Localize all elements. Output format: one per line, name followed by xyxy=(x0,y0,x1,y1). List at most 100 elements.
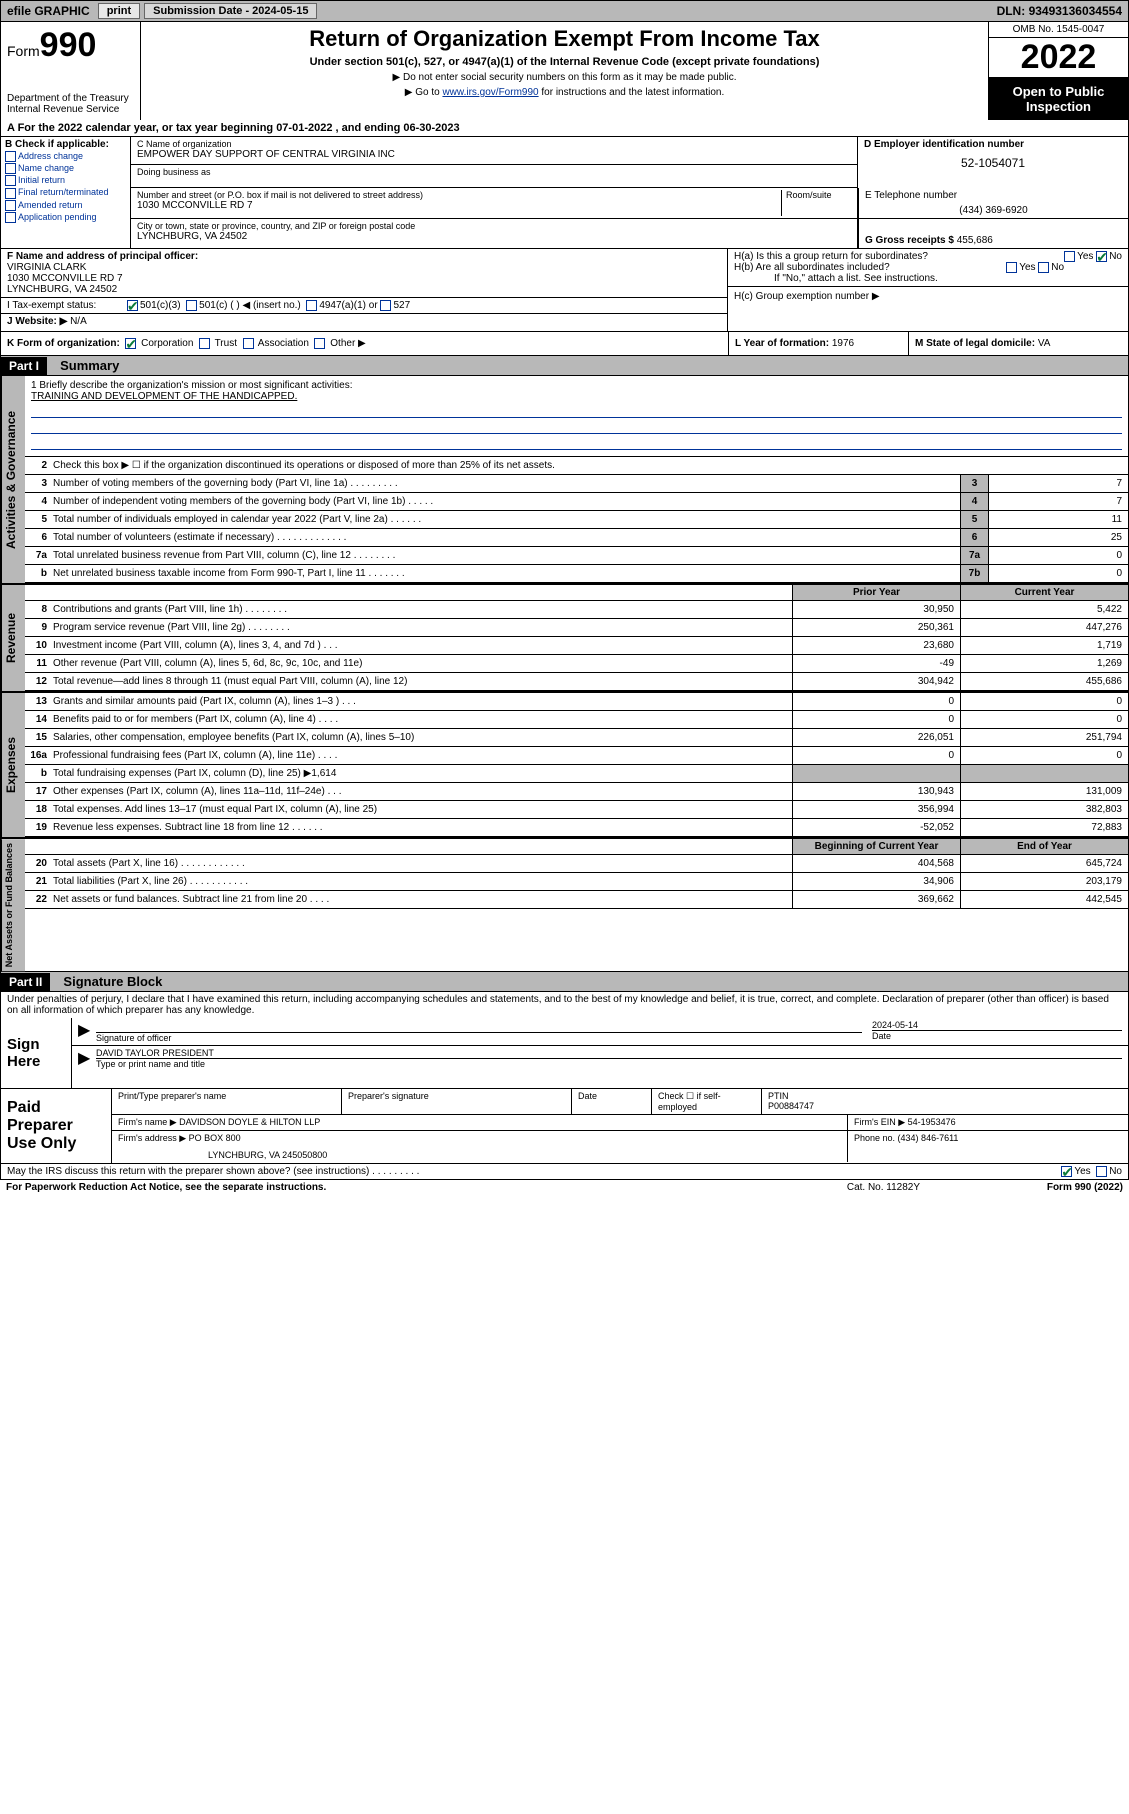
ln-num: 14 xyxy=(25,714,53,725)
line-15: 15Salaries, other compensation, employee… xyxy=(25,729,1128,747)
box-e: E Telephone number (434) 369-6920 xyxy=(858,188,1128,218)
ln-text: Check this box ▶ ☐ if the organization d… xyxy=(53,458,1128,473)
ln-num: 16a xyxy=(25,750,53,761)
firm-ein: Firm's EIN ▶ 54-1953476 xyxy=(848,1115,1128,1130)
chk-initial-return[interactable]: Initial return xyxy=(5,175,126,186)
line-14: 14Benefits paid to or for members (Part … xyxy=(25,711,1128,729)
chk-application-pending[interactable]: Application pending xyxy=(5,212,126,223)
line-2: 2Check this box ▶ ☐ if the organization … xyxy=(25,457,1128,475)
ln-val: 0 xyxy=(988,565,1128,582)
uline xyxy=(31,436,1122,450)
prior-val xyxy=(792,765,960,782)
line-17: 17Other expenses (Part IX, column (A), l… xyxy=(25,783,1128,801)
ln-num: 13 xyxy=(25,696,53,707)
chk-final-return[interactable]: Final return/terminated xyxy=(5,187,126,198)
chk-assoc[interactable] xyxy=(243,338,254,349)
section-netassets: Net Assets or Fund Balances Beginning of… xyxy=(0,839,1129,972)
ln-text: Contributions and grants (Part VIII, lin… xyxy=(53,602,792,617)
ln-text: Salaries, other compensation, employee b… xyxy=(53,730,792,745)
hdr-beginning: Beginning of Current Year xyxy=(792,839,960,854)
ha-yes[interactable] xyxy=(1064,251,1075,262)
box-d: D Employer identification number 52-1054… xyxy=(858,137,1128,188)
discuss-yes[interactable] xyxy=(1061,1166,1072,1177)
ln-num: 6 xyxy=(25,532,53,543)
current-val: 0 xyxy=(960,747,1128,764)
ln-num: 21 xyxy=(25,876,53,887)
self-employed-label: Check ☐ if self-employed xyxy=(652,1089,762,1114)
section-revenue: Revenue Prior Year Current Year 8Contrib… xyxy=(0,585,1129,693)
penalties-text: Under penalties of perjury, I declare th… xyxy=(0,992,1129,1018)
current-val: 5,422 xyxy=(960,601,1128,618)
street-block: Number and street (or P.O. box if mail i… xyxy=(137,190,781,216)
firm-name: Firm's name ▶ DAVIDSON DOYLE & HILTON LL… xyxy=(112,1115,848,1130)
irs-link[interactable]: www.irs.gov/Form990 xyxy=(442,87,538,98)
ln-text: Revenue less expenses. Subtract line 18 … xyxy=(53,820,792,835)
hb-yes[interactable] xyxy=(1006,262,1017,273)
ln-num: b xyxy=(25,568,53,579)
ln-box: 4 xyxy=(960,493,988,510)
prior-val: 30,950 xyxy=(792,601,960,618)
ln-text: Total assets (Part X, line 16) . . . . .… xyxy=(53,856,792,871)
ptin-block: PTIN P00884747 xyxy=(762,1089,1128,1114)
discuss-no[interactable] xyxy=(1096,1166,1107,1177)
ein-value: 52-1054071 xyxy=(864,156,1122,170)
ln-text: Program service revenue (Part VIII, line… xyxy=(53,620,792,635)
paid-row2: Firm's name ▶ DAVIDSON DOYLE & HILTON LL… xyxy=(112,1115,1128,1131)
header-right: OMB No. 1545-0047 2022 Open to Public In… xyxy=(988,22,1128,120)
chk-amended[interactable]: Amended return xyxy=(5,200,126,211)
current-val: 382,803 xyxy=(960,801,1128,818)
ln-num: b xyxy=(25,768,53,779)
sig-name: DAVID TAYLOR PRESIDENT xyxy=(96,1048,1122,1058)
box-m: M State of legal domicile: VA xyxy=(908,332,1128,355)
header-left: Form990 Department of the Treasury Inter… xyxy=(1,22,141,120)
gross-value: 455,686 xyxy=(957,235,993,246)
ln-text: Total unrelated business revenue from Pa… xyxy=(53,548,960,563)
form-header: Form990 Department of the Treasury Inter… xyxy=(0,22,1129,120)
paperwork-notice: For Paperwork Reduction Act Notice, see … xyxy=(6,1182,847,1193)
ha-no[interactable] xyxy=(1096,251,1107,262)
line-8: 8Contributions and grants (Part VIII, li… xyxy=(25,601,1128,619)
box-f: F Name and address of principal officer:… xyxy=(1,249,728,331)
ln-text: Professional fundraising fees (Part IX, … xyxy=(53,748,792,763)
ln-num: 12 xyxy=(25,676,53,687)
current-val: 131,009 xyxy=(960,783,1128,800)
chk-501c3[interactable] xyxy=(127,300,138,311)
prior-val: 23,680 xyxy=(792,637,960,654)
print-button[interactable]: print xyxy=(98,3,140,19)
row-a-tax-year: A For the 2022 calendar year, or tax yea… xyxy=(0,120,1129,137)
website-value: N/A xyxy=(70,316,87,327)
chk-trust[interactable] xyxy=(199,338,210,349)
phone-label: E Telephone number xyxy=(865,190,1122,201)
side-net: Net Assets or Fund Balances xyxy=(1,839,25,971)
chk-other[interactable] xyxy=(314,338,325,349)
ln-text: Grants and similar amounts paid (Part IX… xyxy=(53,694,792,709)
chk-corp[interactable] xyxy=(125,338,136,349)
hdr-prior: Prior Year xyxy=(792,585,960,600)
ln-text: Net assets or fund balances. Subtract li… xyxy=(53,892,792,907)
side-expenses: Expenses xyxy=(1,693,25,837)
line-4: 4Number of independent voting members of… xyxy=(25,493,1128,511)
chk-name-change[interactable]: Name change xyxy=(5,163,126,174)
paid-preparer-block: Paid Preparer Use Only Print/Type prepar… xyxy=(0,1089,1129,1164)
prior-val: 130,943 xyxy=(792,783,960,800)
net-colhdr: Beginning of Current Year End of Year xyxy=(25,839,1128,855)
chk-527[interactable] xyxy=(380,300,391,311)
ln-num: 5 xyxy=(25,514,53,525)
ln-text: Total liabilities (Part X, line 26) . . … xyxy=(53,874,792,889)
line-13: 13Grants and similar amounts paid (Part … xyxy=(25,693,1128,711)
chk-address-change[interactable]: Address change xyxy=(5,151,126,162)
current-val: 72,883 xyxy=(960,819,1128,836)
chk-501c[interactable] xyxy=(186,300,197,311)
line-b: bTotal fundraising expenses (Part IX, co… xyxy=(25,765,1128,783)
instruction-1: ▶ Do not enter social security numbers o… xyxy=(149,72,980,83)
preparer-sig-label: Preparer's signature xyxy=(342,1089,572,1114)
chk-4947[interactable] xyxy=(306,300,317,311)
header-title-block: Return of Organization Exempt From Incom… xyxy=(141,22,988,120)
box-l: L Year of formation: 1976 xyxy=(728,332,908,355)
form-footer: Form 990 (2022) xyxy=(1047,1182,1123,1193)
hb-no[interactable] xyxy=(1038,262,1049,273)
ln-box: 3 xyxy=(960,475,988,492)
row-i: I Tax-exempt status: 501(c)(3) 501(c) ( … xyxy=(1,297,727,313)
city-label: City or town, state or province, country… xyxy=(137,221,851,231)
form-number: Form990 xyxy=(7,26,134,65)
